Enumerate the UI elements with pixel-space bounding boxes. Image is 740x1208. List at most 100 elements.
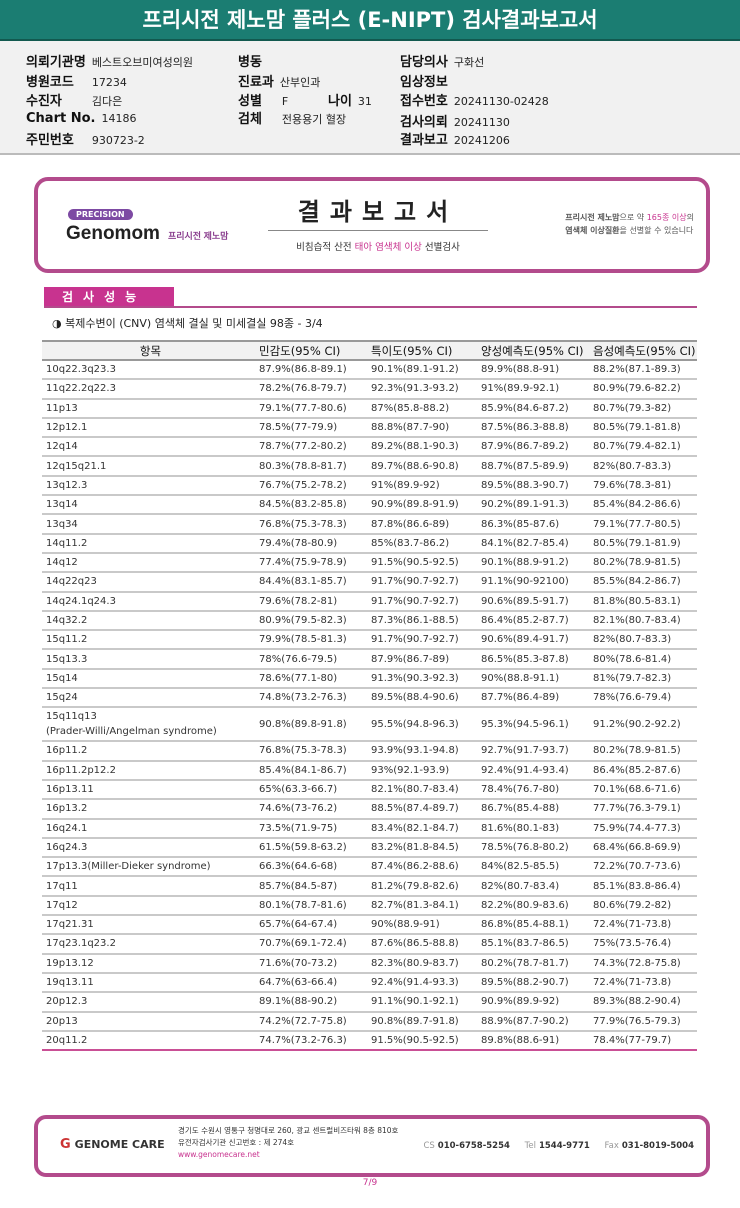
table-cell: 17q11	[42, 876, 255, 897]
resident-no-field: 주민번호 930723-2	[26, 133, 145, 148]
table-cell: 91.7%(90.7-92.7)	[367, 630, 477, 651]
website-link[interactable]: www.genomecare.net	[178, 1150, 260, 1159]
table-cell: 87.5%(86.3-88.8)	[477, 417, 589, 439]
table-cell: 84.1%(82.7-85.4)	[477, 533, 589, 554]
table-cell: 92.7%(91.7-93.7)	[477, 741, 589, 762]
table-cell: 90%(88.8-91.1)	[477, 668, 589, 690]
table-cell: 90.6%(89.4-91.7)	[477, 630, 589, 651]
table-row: 20p12.3 89.1%(88-90.2) 91.1%(90.1-92.1) 90.…	[42, 992, 697, 1013]
table-row: 20q11.2 74.7%(73.2-76.3) 91.5%(90.5-92.5) 8…	[42, 1030, 697, 1052]
table-row: 16p13.11 65%(63.3-66.7) 82.1%(80.7-83.4) 78…	[42, 779, 697, 801]
table-cell: 82%(80.7-83.3)	[589, 456, 697, 477]
table-cell: 78.4%(77-79.7)	[589, 1030, 697, 1052]
table-cell: 95.5%(94.8-96.3)	[367, 707, 477, 743]
table-row: 13q14 84.5%(83.2-85.8) 90.9%(89.8-91.9) 90.…	[42, 495, 697, 516]
table-row: 14q11.2 79.4%(78-80.9) 85%(83.7-86.2) 84.1%…	[42, 533, 697, 554]
table-cell: 74.2%(72.7-75.8)	[255, 1011, 367, 1032]
table-row: 15q14 78.6%(77.1-80) 91.3%(90.3-92.3) 90%(8…	[42, 668, 697, 690]
cell-line: 15q11q13	[46, 711, 97, 723]
table-cell: 14q22q23	[42, 572, 255, 593]
table-cell: 91.1%(90-92100)	[477, 572, 589, 593]
table-cell: 82.7%(81.3-84.1)	[367, 895, 477, 917]
table-row: 15q13.3 78%(76.6-79.5) 87.9%(86.7-89) 86.5%…	[42, 649, 697, 670]
table-cell: 74.6%(73-76.2)	[255, 799, 367, 820]
table-cell: 17q12	[42, 895, 255, 917]
table-cell: 82%(80.7-83.3)	[589, 630, 697, 651]
table-cell: 79.1%(77.7-80.5)	[589, 514, 697, 535]
table-cell: 79.6%(78.2-81)	[255, 591, 367, 612]
table-cell: 79.1%(77.7-80.6)	[255, 398, 367, 419]
table-row: 14q32.2 80.9%(79.5-82.3) 87.3%(86.1-88.5) 8…	[42, 610, 697, 632]
table-cell: 86.5%(85.3-87.8)	[477, 649, 589, 670]
table-cell: 70.1%(68.6-71.6)	[589, 779, 697, 801]
footer-contacts: CS 010-6758-5254 Tel 1544-9771 Fax 031-8019…	[423, 1141, 694, 1151]
table-cell: 79.9%(78.5-81.3)	[255, 630, 367, 651]
table-cell: 89.5%(88.3-90.7)	[477, 475, 589, 497]
table-cell: 87.7%(86.4-89)	[477, 688, 589, 709]
table-cell: 93%(92.1-93.9)	[367, 760, 477, 781]
table-cell: 90.1%(88.9-91.2)	[477, 552, 589, 574]
table-cell: 81%(79.7-82.3)	[589, 668, 697, 690]
table-cell: 78.4%(76.7-80)	[477, 779, 589, 801]
table-cell: 78.2%(76.8-79.7)	[255, 379, 367, 400]
table-cell: 80.7%(79.3-82)	[589, 398, 697, 419]
table-cell: 73.5%(71.9-75)	[255, 818, 367, 839]
table-cell: 17p13.3(Miller-Dieker syndrome)	[42, 857, 255, 878]
table-cell: 80.5%(79.1-81.8)	[589, 417, 697, 439]
table-cell: 80.1%(78.7-81.6)	[255, 895, 367, 917]
table-row: 17q11 85.7%(84.5-87) 81.2%(79.8-82.6) 82%(8…	[42, 876, 697, 897]
table-row: 13q12.3 76.7%(75.2-78.2) 91%(89.9-92) 89.5%…	[42, 475, 697, 497]
cell-line: (Prader-Willi/Angelman syndrome)	[46, 726, 217, 738]
table-cell: 79.4%(78-80.9)	[255, 533, 367, 554]
table-cell: 86.3%(85-87.6)	[477, 514, 589, 535]
table-cell: 19p13.12	[42, 953, 255, 974]
table-cell: 91.5%(90.5-92.5)	[367, 552, 477, 574]
table-cell: 78.6%(77.1-80)	[255, 668, 367, 690]
table-cell: 76.8%(75.3-78.3)	[255, 741, 367, 762]
table-cell: 20q11.2	[42, 1030, 255, 1052]
table-cell: 81.2%(79.8-82.6)	[367, 876, 477, 897]
table-cell: 86.4%(85.2-87.6)	[589, 760, 697, 781]
institution-field: 의뢰기관명 베스트오브미여성의원	[26, 55, 194, 70]
table-cell: 82%(80.7-83.4)	[477, 876, 589, 897]
table-cell: 84.4%(83.1-85.7)	[255, 572, 367, 593]
table-cell: 82.1%(80.7-83.4)	[589, 610, 697, 632]
age-field: 나이 31	[328, 94, 372, 109]
table-row: 11p13 79.1%(77.7-80.6) 87%(85.8-88.2) 85.9%…	[42, 398, 697, 419]
department-field: 진료과 산부인과	[238, 75, 321, 90]
table-cell: 85.4%(84.2-86.6)	[589, 495, 697, 516]
table-row: 16p11.2 76.8%(75.3-78.3) 93.9%(93.1-94.8) 9…	[42, 741, 697, 762]
table-cell: 85.1%(83.7-86.5)	[477, 934, 589, 955]
table-cell: 14q24.1q24.3	[42, 591, 255, 612]
table-cell: 85%(83.7-86.2)	[367, 533, 477, 554]
table-cell: 77.9%(76.5-79.3)	[589, 1011, 697, 1032]
section-subtitle: ◑ 복제수변이 (CNV) 염색체 결실 및 미세결실 98종 - 3/4	[52, 317, 323, 330]
table-cell: 16q24.1	[42, 818, 255, 839]
table-cell: 15q24	[42, 688, 255, 709]
table-row: 16q24.1 73.5%(71.9-75) 83.4%(82.1-84.7) 81.…	[42, 818, 697, 839]
table-cell: 12p12.1	[42, 417, 255, 439]
ward-field: 병동	[238, 55, 262, 70]
table-cell: 89.2%(88.1-90.3)	[367, 437, 477, 458]
table-cell: 89.5%(88.2-90.7)	[477, 972, 589, 994]
table-cell: 87.9%(86.7-89)	[367, 649, 477, 670]
table-cell: 86.4%(85.2-87.7)	[477, 610, 589, 632]
table-cell: 90.9%(89.8-91.9)	[367, 495, 477, 516]
table-cell: 91.2%(90.2-92.2)	[589, 707, 697, 743]
footer: G GENOME CARE 경기도 수원시 영통구 청명대로 260, 광교 센트…	[34, 1115, 710, 1177]
genomom-logo: Genomom 프리시전 제노맘	[66, 223, 229, 244]
table-cell: 17q23.1q23.2	[42, 934, 255, 955]
table-cell: 66.3%(64.6-68)	[255, 857, 367, 878]
table-row: 19q13.11 64.7%(63-66.4) 92.4%(91.4-93.3) 89…	[42, 972, 697, 994]
table-cell: 90.9%(89.9-92)	[477, 992, 589, 1013]
table-cell: 87.3%(86.1-88.5)	[367, 610, 477, 632]
table-cell: 19q13.11	[42, 972, 255, 994]
table-row: 15q11.2 79.9%(78.5-81.3) 91.7%(90.7-92.7) 9…	[42, 630, 697, 651]
report-title: 프리시전 제노맘 플러스 (E-NIPT) 검사결과보고서	[0, 0, 740, 41]
table-cell: 85.7%(84.5-87)	[255, 876, 367, 897]
table-cell: 12q15q21.1	[42, 456, 255, 477]
table-cell: 89.5%(88.4-90.6)	[367, 688, 477, 709]
table-row: 16q24.3 61.5%(59.8-63.2) 83.2%(81.8-84.5) 7…	[42, 837, 697, 859]
table-cell: 74.8%(73.2-76.3)	[255, 688, 367, 709]
table-cell: 14q11.2	[42, 533, 255, 554]
